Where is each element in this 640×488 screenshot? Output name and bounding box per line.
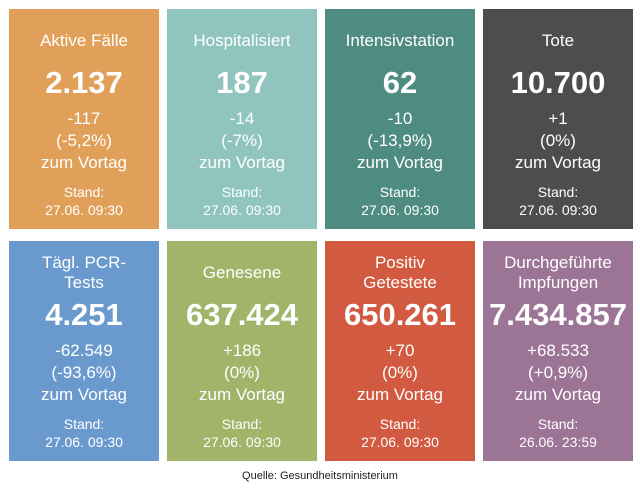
tile-stand-label: Stand:: [537, 416, 579, 432]
tile-stand-label: Stand:: [63, 416, 105, 432]
tile-comparison: zum Vortag: [41, 385, 127, 404]
tile-stand-date: 27.06. 09:30: [519, 202, 597, 218]
tile-value: 10.700: [510, 65, 606, 100]
tile-comparison: zum Vortag: [515, 153, 601, 172]
tile-label: Aktive Fälle: [40, 31, 128, 50]
tile-percent: (0%): [382, 363, 418, 382]
tile-percent: (-7%): [221, 131, 263, 150]
tile-stand: Stand: 27.06. 09:30: [325, 183, 475, 219]
tile-label: Durchgeführte Impfungen: [504, 253, 612, 292]
tile-stand-date: 27.06. 09:30: [203, 434, 281, 450]
tile-stand: Stand: 27.06. 09:30: [483, 183, 633, 219]
tile-value: 2.137: [45, 65, 123, 100]
tile-stand: Stand: 27.06. 09:30: [167, 183, 317, 219]
tile-delta: -117: [67, 109, 101, 128]
tile-value: 7.434.857: [489, 297, 627, 332]
tile-pcr-tests: Tägl. PCR- Tests 4.251 -62.549 (-93,6%) …: [9, 241, 159, 461]
tile-change: -117 (-5,2%) zum Vortag: [9, 108, 159, 174]
tile-stand-label: Stand:: [221, 416, 263, 432]
tile-change: +70 (0%) zum Vortag: [325, 340, 475, 406]
tile-delta: -62.549: [55, 341, 113, 360]
tile-stand: Stand: 26.06. 23:59: [483, 415, 633, 451]
tile-stand-date: 27.06. 09:30: [361, 202, 439, 218]
tile-change: +68.533 (+0,9%) zum Vortag: [483, 340, 633, 406]
tile-comparison: zum Vortag: [357, 153, 443, 172]
tile-aktive-faelle: Aktive Fälle 2.137 -117 (-5,2%) zum Vort…: [9, 9, 159, 229]
tile-value: 637.424: [185, 297, 299, 332]
tile-stand-label: Stand:: [63, 184, 105, 200]
tile-change: +186 (0%) zum Vortag: [167, 340, 317, 406]
tile-change: -62.549 (-93,6%) zum Vortag: [9, 340, 159, 406]
stats-grid: Aktive Fälle 2.137 -117 (-5,2%) zum Vort…: [9, 9, 633, 461]
tile-stand: Stand: 27.06. 09:30: [325, 415, 475, 451]
tile-comparison: zum Vortag: [199, 153, 285, 172]
tile-label: Hospitalisiert: [193, 31, 291, 50]
tile-stand-date: 27.06. 09:30: [203, 202, 281, 218]
tile-intensivstation: Intensivstation 62 -10 (-13,9%) zum Vort…: [325, 9, 475, 229]
tile-stand: Stand: 27.06. 09:30: [9, 183, 159, 219]
tile-percent: (0%): [224, 363, 260, 382]
tile-label: Genesene: [202, 263, 282, 282]
tile-delta: +70: [385, 341, 415, 360]
tile-value: 650.261: [343, 297, 457, 332]
tile-genesene: Genesene 637.424 +186 (0%) zum Vortag St…: [167, 241, 317, 461]
tile-comparison: zum Vortag: [41, 153, 127, 172]
tile-stand-date: 27.06. 09:30: [45, 434, 123, 450]
tile-value: 4.251: [45, 297, 123, 332]
tile-label: Tägl. PCR- Tests: [41, 253, 127, 292]
tile-change: -14 (-7%) zum Vortag: [167, 108, 317, 174]
tile-positiv-getestete: Positiv Getestete 650.261 +70 (0%) zum V…: [325, 241, 475, 461]
tile-change: -10 (-13,9%) zum Vortag: [325, 108, 475, 174]
tile-stand-label: Stand:: [379, 184, 421, 200]
tile-stand: Stand: 27.06. 09:30: [167, 415, 317, 451]
tile-label: Tote: [541, 31, 575, 50]
tile-stand-date: 27.06. 09:30: [361, 434, 439, 450]
tile-stand-label: Stand:: [379, 416, 421, 432]
tile-delta: +186: [222, 341, 262, 360]
tile-percent: (-93,6%): [51, 363, 117, 382]
tile-delta: +68.533: [527, 341, 589, 360]
tile-stand-date: 27.06. 09:30: [45, 202, 123, 218]
tile-comparison: zum Vortag: [515, 385, 601, 404]
tile-delta: +1: [548, 109, 568, 128]
tile-change: +1 (0%) zum Vortag: [483, 108, 633, 174]
tile-delta: -10: [387, 109, 413, 128]
tile-hospitalisiert: Hospitalisiert 187 -14 (-7%) zum Vortag …: [167, 9, 317, 229]
tile-delta: -14: [229, 109, 255, 128]
tile-percent: (-13,9%): [367, 131, 433, 150]
source-note: Quelle: Gesundheitsministerium: [242, 470, 398, 482]
tile-tote: Tote 10.700 +1 (0%) zum Vortag Stand: 27…: [483, 9, 633, 229]
tile-label: Positiv Getestete: [363, 253, 437, 292]
tile-comparison: zum Vortag: [199, 385, 285, 404]
tile-percent: (-5,2%): [56, 131, 112, 150]
tile-stand-date: 26.06. 23:59: [519, 434, 597, 450]
tile-stand: Stand: 27.06. 09:30: [9, 415, 159, 451]
tile-label: Intensivstation: [345, 31, 455, 50]
tile-percent: (0%): [540, 131, 576, 150]
tile-value: 62: [382, 65, 418, 100]
tile-stand-label: Stand:: [537, 184, 579, 200]
tile-impfungen: Durchgeführte Impfungen 7.434.857 +68.53…: [483, 241, 633, 461]
tile-stand-label: Stand:: [221, 184, 263, 200]
tile-value: 187: [216, 65, 268, 100]
tile-comparison: zum Vortag: [357, 385, 443, 404]
tile-percent: (+0,9%): [528, 363, 588, 382]
